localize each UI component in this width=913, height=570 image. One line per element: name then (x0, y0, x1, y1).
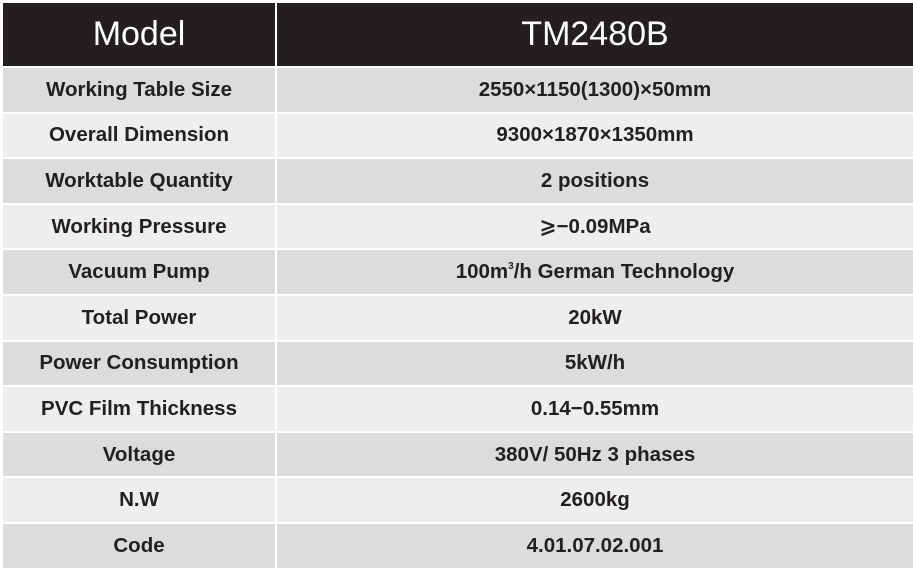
table-row: Power Consumption 5kW/h (3, 341, 913, 388)
table-row: Voltage 380V/ 50Hz 3 phases (3, 432, 913, 479)
row-value: 380V/ 50Hz 3 phases (277, 432, 913, 479)
row-value: 2600kg (277, 478, 913, 524)
row-label: Vacuum Pump (3, 250, 277, 296)
table-header-row: Model TM2480B (3, 3, 913, 68)
row-label: Code (3, 523, 277, 570)
row-value-suffix: /h German Technology (513, 260, 735, 284)
row-value: 2 positions (277, 159, 913, 205)
table-row: PVC Film Thickness 0.14−0.55mm (3, 387, 913, 433)
table-row: Working Table Size 2550×1150(1300)×50mm (3, 68, 913, 114)
row-label: Power Consumption (3, 341, 277, 388)
header-value: TM2480B (277, 3, 913, 68)
superscript-exponent: 3 (508, 261, 514, 273)
row-value-main: 100m (455, 260, 509, 284)
table-row: Working Pressure ⩾−0.09MPa (3, 204, 913, 251)
row-label: Overall Dimension (3, 113, 277, 160)
row-label: PVC Film Thickness (3, 387, 277, 433)
row-label: Working Table Size (3, 68, 277, 114)
table-row: Total Power 20kW (3, 295, 913, 342)
table-row: Code 4.01.07.02.001 (3, 523, 913, 570)
row-value: 2550×1150(1300)×50mm (277, 68, 913, 114)
row-label: Total Power (3, 295, 277, 342)
row-value: 9300×1870×1350mm (277, 113, 913, 160)
spec-table: Model TM2480B Working Table Size 2550×11… (3, 3, 913, 570)
table-row: Worktable Quantity 2 positions (3, 159, 913, 205)
row-value: 20kW (277, 295, 913, 342)
row-value: 0.14−0.55mm (277, 387, 913, 433)
table-row: Vacuum Pump 100m3/h German Technology (3, 250, 913, 296)
row-value: 5kW/h (277, 341, 913, 388)
row-value: 4.01.07.02.001 (277, 523, 913, 570)
row-value: 100m3/h German Technology (277, 250, 913, 296)
table-row: N.W 2600kg (3, 478, 913, 524)
row-label: Voltage (3, 432, 277, 479)
row-label: Working Pressure (3, 204, 277, 251)
table-row: Overall Dimension 9300×1870×1350mm (3, 113, 913, 160)
row-label: N.W (3, 478, 277, 524)
row-value: ⩾−0.09MPa (277, 204, 913, 251)
row-label: Worktable Quantity (3, 159, 277, 205)
header-label: Model (3, 3, 277, 68)
